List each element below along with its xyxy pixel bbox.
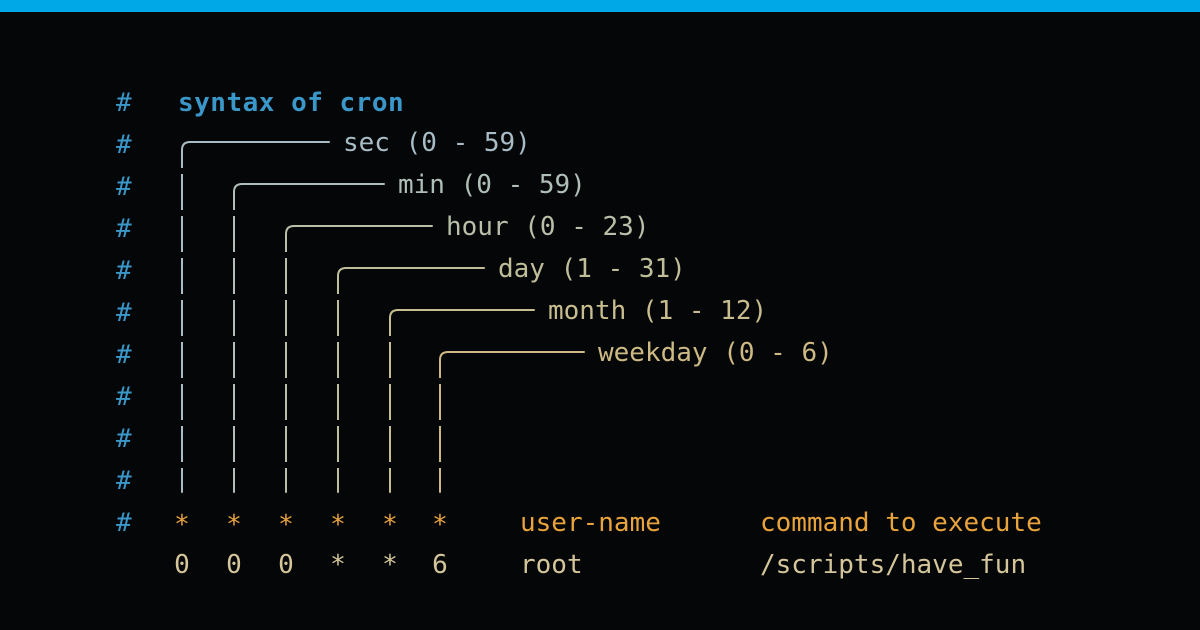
comment-hash: #	[116, 130, 132, 160]
field-label-1: min (0 - 59)	[398, 170, 586, 200]
comment-hash: #	[116, 88, 132, 118]
command-column-label: command to execute	[760, 508, 1042, 538]
example-user: root	[520, 550, 583, 580]
field-placeholder-star: *	[328, 510, 348, 540]
example-field-value: 6	[430, 550, 450, 580]
example-field-value: 0	[172, 550, 192, 580]
comment-hash: #	[116, 256, 132, 286]
comment-hash: #	[116, 508, 132, 538]
field-placeholder-star: *	[224, 510, 244, 540]
field-placeholder-star: *	[430, 510, 450, 540]
comment-hash: #	[116, 424, 132, 454]
field-placeholder-star: *	[380, 510, 400, 540]
comment-hash: #	[116, 340, 132, 370]
comment-hash: #	[116, 214, 132, 244]
example-command: /scripts/have_fun	[760, 550, 1026, 580]
field-placeholder-star: *	[172, 510, 192, 540]
comment-hash: #	[116, 466, 132, 496]
comment-hash: #	[116, 382, 132, 412]
field-label-0: sec (0 - 59)	[343, 128, 531, 158]
example-field-value: 0	[224, 550, 244, 580]
comment-hash: #	[116, 298, 132, 328]
field-label-5: weekday (0 - 6)	[598, 338, 833, 368]
diagram-title: syntax of cron	[178, 88, 404, 118]
field-label-3: day (1 - 31)	[498, 254, 686, 284]
example-field-value: *	[328, 550, 348, 580]
field-label-4: month (1 - 12)	[548, 296, 767, 326]
field-placeholder-star: *	[276, 510, 296, 540]
top-bar	[0, 0, 1200, 12]
user-column-label: user-name	[520, 508, 661, 538]
diagram-canvas: syntax of cron # # # # # # # # # # # sec (0 - 59) mi…	[0, 12, 1200, 630]
example-field-value: *	[380, 550, 400, 580]
example-field-value: 0	[276, 550, 296, 580]
field-label-2: hour (0 - 23)	[446, 212, 650, 242]
comment-hash: #	[116, 172, 132, 202]
